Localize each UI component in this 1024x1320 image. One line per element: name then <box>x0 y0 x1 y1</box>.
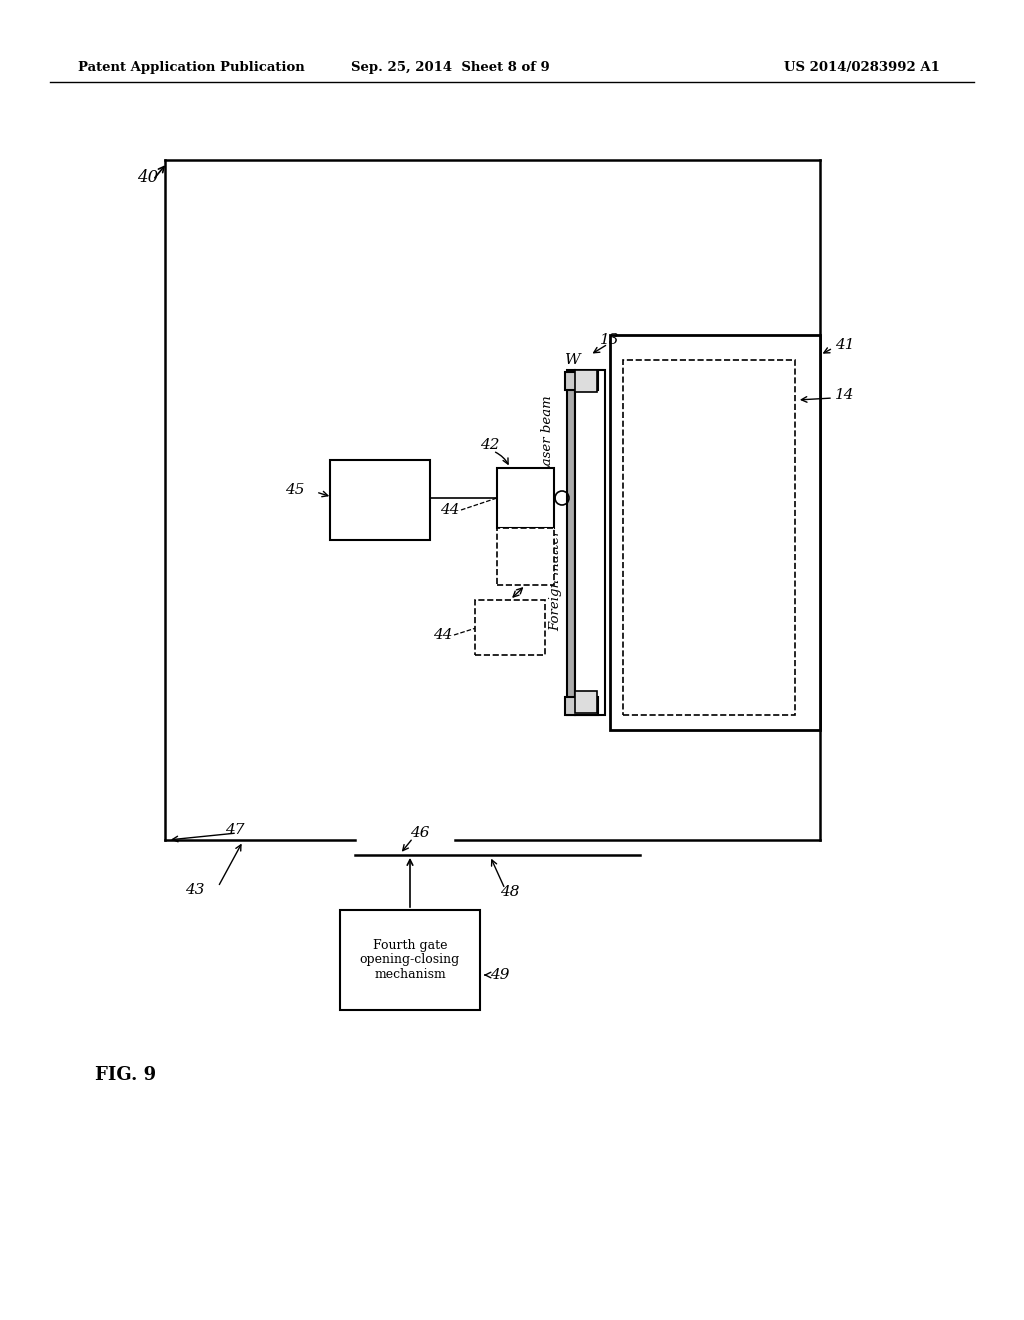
Text: 40: 40 <box>137 169 159 186</box>
Bar <box>497 528 554 585</box>
Bar <box>575 690 597 713</box>
Text: 14: 14 <box>835 388 854 403</box>
Bar <box>610 335 820 730</box>
Text: Laser beam: Laser beam <box>542 396 555 474</box>
Text: 44: 44 <box>433 628 453 642</box>
Bar <box>575 370 597 392</box>
Text: 41: 41 <box>835 338 854 352</box>
Text: 48: 48 <box>500 884 519 899</box>
Bar <box>565 372 598 389</box>
Text: 46: 46 <box>410 826 429 840</box>
Bar <box>330 459 430 540</box>
Text: 43: 43 <box>185 883 205 898</box>
Text: W: W <box>565 352 581 367</box>
Bar <box>497 469 554 528</box>
Text: Foreign matter: Foreign matter <box>550 529 562 631</box>
Text: US 2014/0283992 A1: US 2014/0283992 A1 <box>784 62 940 74</box>
Text: 49: 49 <box>490 968 510 982</box>
Text: 44: 44 <box>440 503 460 517</box>
Text: 13: 13 <box>600 333 620 347</box>
Text: 45: 45 <box>286 483 305 498</box>
Text: Patent Application Publication: Patent Application Publication <box>78 62 305 74</box>
Bar <box>475 601 545 655</box>
Text: 42: 42 <box>480 438 500 451</box>
Bar <box>575 370 605 715</box>
Text: Sep. 25, 2014  Sheet 8 of 9: Sep. 25, 2014 Sheet 8 of 9 <box>350 62 549 74</box>
Bar <box>623 360 795 715</box>
Text: Fourth gate
opening-closing
mechanism: Fourth gate opening-closing mechanism <box>359 939 460 982</box>
Bar <box>567 370 575 715</box>
Bar <box>340 909 480 1010</box>
Text: 47: 47 <box>225 822 245 837</box>
Text: FIG. 9: FIG. 9 <box>95 1067 156 1084</box>
Bar <box>565 697 598 715</box>
Text: Head moving
mechanism: Head moving mechanism <box>338 486 422 513</box>
